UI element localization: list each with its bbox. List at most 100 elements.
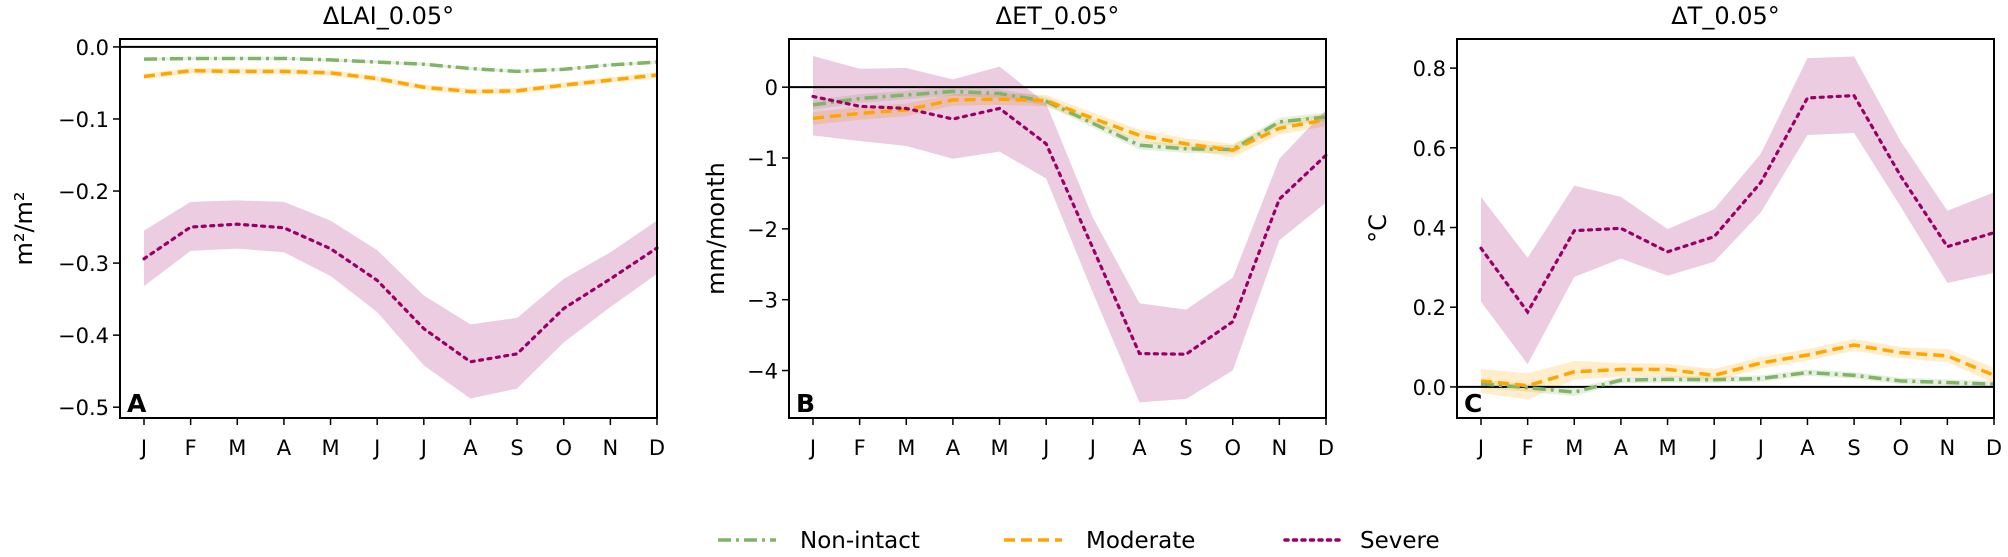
data-point bbox=[1481, 248, 1482, 249]
x-tick-label: J bbox=[1088, 436, 1096, 460]
data-point bbox=[1139, 353, 1140, 354]
data-point bbox=[377, 62, 378, 63]
data-point bbox=[470, 361, 471, 362]
data-point bbox=[1947, 355, 1948, 356]
band-severe bbox=[144, 200, 657, 399]
band-non-intact bbox=[1481, 369, 1994, 397]
x-tick-label: A bbox=[1132, 436, 1147, 460]
series-line-moderate bbox=[812, 97, 1327, 153]
data-point bbox=[952, 119, 953, 120]
panel-title: ΔET_0.05° bbox=[996, 2, 1120, 30]
data-point bbox=[1092, 118, 1093, 119]
data-point bbox=[237, 224, 238, 225]
data-point bbox=[1900, 352, 1901, 353]
y-tick-label: −1 bbox=[747, 147, 778, 171]
data-point bbox=[1139, 145, 1140, 146]
data-point bbox=[1714, 375, 1715, 376]
data-point bbox=[999, 93, 1000, 94]
x-tick-label: A bbox=[946, 436, 961, 460]
data-point bbox=[1620, 380, 1621, 381]
x-tick-label: J bbox=[1709, 436, 1717, 460]
data-point bbox=[1232, 150, 1233, 151]
legend: Non-intact Moderate Severe bbox=[718, 528, 1440, 554]
data-point bbox=[330, 72, 331, 73]
y-tick-label: −0.2 bbox=[58, 180, 109, 204]
x-tick-label: O bbox=[1892, 436, 1909, 460]
data-point bbox=[1527, 387, 1528, 388]
data-point bbox=[813, 96, 814, 97]
data-point bbox=[423, 328, 424, 329]
x-tick-label: M bbox=[990, 436, 1008, 460]
panels: 0.0−0.1−0.2−0.3−0.4−0.5J F M A M J J A S O N DΔLAI_… bbox=[10, 2, 2002, 460]
panel-title: ΔT_0.05° bbox=[1671, 2, 1780, 30]
x-tick-label: M bbox=[228, 436, 246, 460]
x-tick-label: M bbox=[897, 436, 915, 460]
data-point bbox=[423, 87, 424, 88]
data-point bbox=[1279, 121, 1280, 122]
data-point bbox=[144, 258, 145, 259]
legend-item-severe: Severe bbox=[1283, 528, 1440, 554]
data-point bbox=[283, 58, 284, 59]
data-point bbox=[1900, 380, 1901, 381]
data-point bbox=[377, 280, 378, 281]
y-tick-label: 0.8 bbox=[1413, 57, 1446, 81]
panel-b: 0 −1 −2 −3 −4 J F M A M J J A S O N D ΔET_0.05° mm/month B bbox=[702, 2, 1334, 460]
data-point bbox=[1574, 371, 1575, 372]
legend-label: Moderate bbox=[1086, 528, 1195, 554]
panel-c: 0.0 0.2 0.4 0.6 0.8 J F M A M J J A S O N D ΔT_0.05° °C C bbox=[1364, 2, 2002, 460]
data-point bbox=[999, 108, 1000, 109]
y-tick-label: 0.0 bbox=[1413, 376, 1446, 400]
data-point bbox=[610, 80, 611, 81]
x-tick-label: J bbox=[139, 436, 147, 460]
data-point bbox=[237, 58, 238, 59]
data-point bbox=[610, 64, 611, 65]
data-point bbox=[423, 64, 424, 65]
data-point bbox=[190, 227, 191, 228]
y-axis-label: m²/m² bbox=[10, 191, 38, 265]
data-point bbox=[283, 227, 284, 228]
data-point bbox=[610, 278, 611, 279]
band-non-intact bbox=[144, 57, 657, 73]
data-point bbox=[377, 78, 378, 79]
series-line-non-intact bbox=[812, 89, 1327, 152]
y-axis-label: mm/month bbox=[702, 162, 730, 295]
data-point bbox=[813, 118, 814, 119]
data-point bbox=[1046, 143, 1047, 144]
panel-label: C bbox=[1464, 389, 1482, 418]
series-line-non-intact bbox=[143, 56, 658, 74]
data-point bbox=[1092, 247, 1093, 248]
x-tick-label: J bbox=[1041, 436, 1049, 460]
axes-frame bbox=[119, 38, 658, 419]
x-tick-label: J bbox=[1756, 436, 1764, 460]
data-point bbox=[952, 99, 953, 100]
x-tick-label: F bbox=[1522, 436, 1534, 460]
data-point bbox=[470, 91, 471, 92]
y-tick-label: 0.2 bbox=[1413, 296, 1446, 320]
data-point bbox=[1854, 95, 1855, 96]
data-point bbox=[1186, 143, 1187, 144]
data-point bbox=[330, 59, 331, 60]
series-line-severe bbox=[1479, 93, 1996, 315]
data-point bbox=[859, 113, 860, 114]
data-point bbox=[1186, 148, 1187, 149]
data-point bbox=[1667, 251, 1668, 252]
data-point bbox=[1900, 176, 1901, 177]
data-point bbox=[906, 108, 907, 109]
data-point bbox=[517, 353, 518, 354]
data-point bbox=[330, 248, 331, 249]
x-tick-label: J bbox=[419, 436, 427, 460]
data-point bbox=[859, 106, 860, 107]
x-tick-label: A bbox=[1614, 436, 1629, 460]
x-tick-label: F bbox=[185, 436, 197, 460]
data-point bbox=[1139, 135, 1140, 136]
x-tick-label: J bbox=[808, 436, 816, 460]
data-point bbox=[144, 59, 145, 60]
y-tick-label: −0.3 bbox=[58, 252, 109, 276]
data-point bbox=[563, 85, 564, 86]
data-point bbox=[1667, 379, 1668, 380]
data-point bbox=[563, 69, 564, 70]
series-line-moderate bbox=[1480, 343, 1995, 388]
data-point bbox=[1046, 100, 1047, 101]
band-moderate bbox=[144, 67, 657, 95]
